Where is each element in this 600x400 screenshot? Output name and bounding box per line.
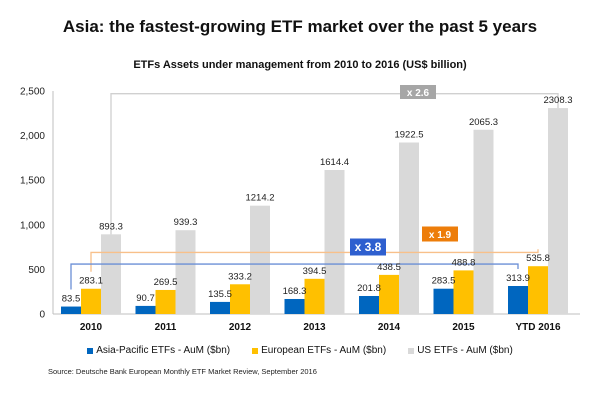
bar-european [453,270,474,314]
bar-european [230,284,250,314]
x-tick-label: 2012 [229,322,252,333]
data-label-asia-pacific: 168.3 [283,286,307,297]
data-label-european: 488.8 [452,257,476,268]
growth-badge-asia-pacific [350,238,386,256]
data-label-asia-pacific: 135.5 [208,289,232,300]
y-tick-label: 0 [39,310,45,321]
y-tick-label: 1,500 [20,176,45,187]
x-tick-label: 2010 [80,322,103,333]
data-label-us: 1614.4 [320,157,349,168]
data-label-asia-pacific: 90.7 [136,293,155,304]
bar-european [155,289,176,314]
y-tick-label: 500 [28,265,45,276]
bar-asia-pacific [433,288,454,314]
growth-badge-label-asia-pacific: x 3.8 [355,240,382,254]
bar-asia-pacific [359,295,379,314]
growth-badge-label-us: x 2.6 [407,88,430,99]
data-label-us: 939.3 [174,217,198,228]
bar-us [101,234,121,314]
data-label-us: 2308.3 [543,95,572,106]
growth-bracket-asia-pacific [70,263,519,290]
bar-us [324,169,345,314]
bar-us [548,108,568,314]
legend: Asia-Pacific ETFs - AuM ($bn) European E… [0,345,600,356]
data-label-european: 333.2 [228,271,252,282]
data-label-asia-pacific: 313.9 [506,273,530,284]
growth-badge-us [400,85,436,99]
source-note: Source: Deutsche Bank European Monthly E… [48,367,317,376]
legend-label-european: European ETFs - AuM ($bn) [261,345,387,356]
legend-swatch-us [408,347,415,354]
x-tick-label: 2014 [378,322,401,333]
y-tick-label: 2,500 [20,87,45,98]
bar-european [528,266,548,314]
data-label-european: 394.5 [303,266,327,277]
bar-european [379,274,399,314]
legend-label-asia-pacific: Asia-Pacific ETFs - AuM ($bn) [96,345,231,356]
data-label-us: 1214.2 [245,193,274,204]
data-label-european: 269.5 [154,277,178,288]
y-tick-label: 1,000 [20,220,45,231]
data-label-us: 2065.3 [469,117,498,128]
data-label-asia-pacific: 201.8 [357,283,381,294]
data-label-asia-pacific: 83.5 [62,294,81,305]
data-label-us: 1922.5 [394,130,423,141]
growth-badge-label-european: x 1.9 [429,230,452,241]
legend-item-asia-pacific: Asia-Pacific ETFs - AuM ($bn) [87,345,230,356]
bar-us [175,230,196,314]
bar-european [81,288,101,314]
data-label-us: 893.3 [99,221,123,232]
bar-asia-pacific [135,305,156,314]
legend-label-us: US ETFs - AuM ($bn) [417,345,513,356]
bar-asia-pacific [284,298,305,314]
growth-bracket-european [90,249,539,272]
x-tick-label: 2015 [452,322,475,333]
y-tick-label: 2,000 [20,131,45,142]
legend-item-us: US ETFs - AuM ($bn) [408,345,513,356]
bar-us [399,142,419,314]
bar-us [250,205,270,314]
bar-asia-pacific [210,301,230,314]
legend-swatch-asia-pacific [87,347,94,354]
data-label-european: 438.5 [377,262,401,273]
bar-asia-pacific [61,306,81,314]
chart-subtitle: ETFs Assets under management from 2010 t… [133,59,467,71]
legend-item-european: European ETFs - AuM ($bn) [252,345,386,356]
bar-us [473,129,494,314]
x-tick-label: YTD 2016 [515,322,560,333]
x-tick-label: 2013 [303,322,326,333]
legend-swatch-european [252,347,259,354]
x-tick-label: 2011 [155,322,177,333]
bar-european [304,278,325,314]
growth-badge-european [422,226,458,242]
chart-title: Asia: the fastest-growing ETF market ove… [62,17,538,36]
bar-chart: 0 500 1,000 1,500 2,000 2,500 x 2.6 x 1.9 x 3.8 8… [20,85,580,333]
data-label-asia-pacific: 283.5 [432,276,456,287]
bar-asia-pacific [508,286,528,314]
growth-bracket-us [110,93,559,235]
data-label-european: 283.1 [79,276,103,287]
data-label-european: 535.8 [526,253,550,264]
